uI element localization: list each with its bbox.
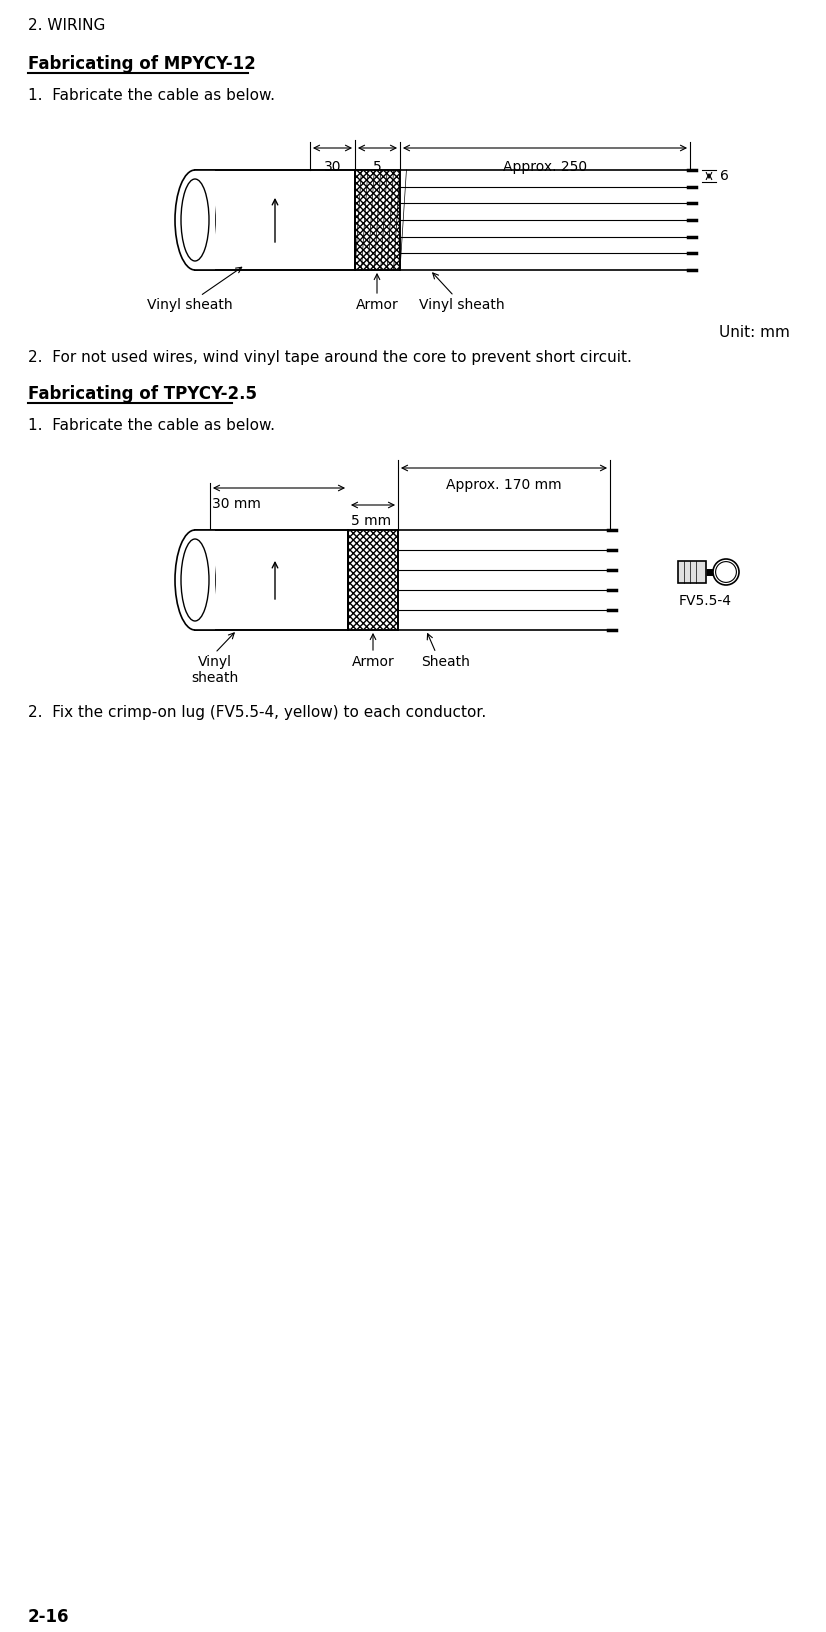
Text: 2.  For not used wires, wind vinyl tape around the core to prevent short circuit: 2. For not used wires, wind vinyl tape a…	[28, 349, 632, 366]
Text: Fabricating of TPYCY-2.5: Fabricating of TPYCY-2.5	[28, 385, 257, 403]
Bar	[355, 170, 400, 269]
Text: Armor: Armor	[352, 654, 394, 669]
Text: Approx. 250: Approx. 250	[503, 160, 587, 175]
Ellipse shape	[175, 170, 215, 269]
Text: 30 mm: 30 mm	[212, 498, 261, 511]
Text: Fabricating of MPYCY-12: Fabricating of MPYCY-12	[28, 55, 256, 73]
Ellipse shape	[175, 530, 215, 630]
Text: Vinyl sheath: Vinyl sheath	[147, 299, 233, 312]
Ellipse shape	[181, 539, 209, 622]
Text: Vinyl sheath: Vinyl sheath	[419, 299, 505, 312]
Text: 30: 30	[324, 160, 341, 175]
Ellipse shape	[713, 560, 739, 584]
Bar	[348, 530, 398, 630]
Text: 6: 6	[720, 170, 729, 183]
Bar	[348, 530, 398, 630]
Bar	[195, 530, 215, 630]
Text: 2.  Fix the crimp-on lug (FV5.5-4, yellow) to each conductor.: 2. Fix the crimp-on lug (FV5.5-4, yellow…	[28, 705, 487, 720]
Bar	[355, 170, 400, 269]
Text: Unit: mm: Unit: mm	[719, 325, 790, 339]
Text: 2. WIRING: 2. WIRING	[28, 18, 106, 33]
Bar	[195, 170, 355, 269]
Text: 1.  Fabricate the cable as below.: 1. Fabricate the cable as below.	[28, 418, 275, 432]
Text: FV5.5-4: FV5.5-4	[678, 594, 732, 609]
Text: Sheath: Sheath	[421, 654, 471, 669]
Ellipse shape	[181, 180, 209, 261]
Text: Vinyl
sheath: Vinyl sheath	[192, 654, 239, 685]
Text: Approx. 170 mm: Approx. 170 mm	[446, 478, 562, 491]
Text: 1.  Fabricate the cable as below.: 1. Fabricate the cable as below.	[28, 88, 275, 103]
Ellipse shape	[715, 561, 737, 583]
Bar	[195, 170, 215, 269]
Text: Armor: Armor	[356, 299, 398, 312]
Text: 5 mm: 5 mm	[351, 514, 392, 529]
Bar	[348, 530, 398, 630]
Bar	[355, 170, 400, 269]
Bar	[195, 530, 348, 630]
Text: 5: 5	[373, 160, 382, 175]
Text: 2-16: 2-16	[28, 1608, 69, 1625]
Bar	[678, 561, 706, 583]
